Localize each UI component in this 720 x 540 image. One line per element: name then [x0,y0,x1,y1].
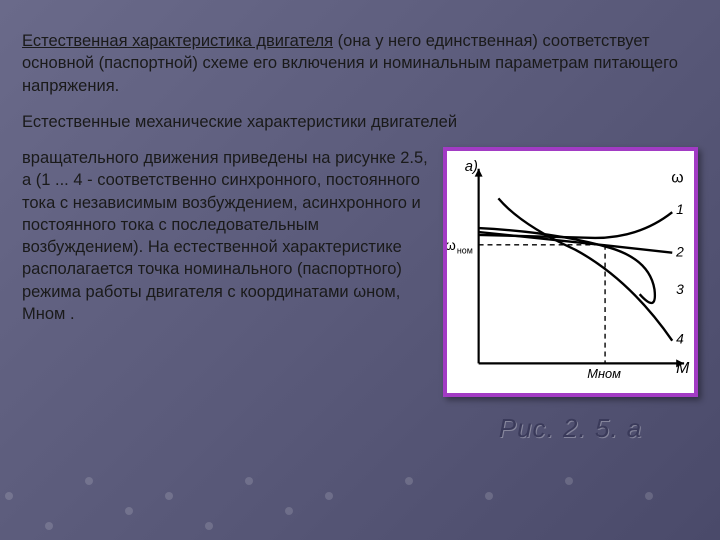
curve-1-label: 1 [676,201,684,217]
curve-2-label: 2 [675,244,684,260]
background-pattern [0,460,720,540]
term-underlined: Естественная характеристика двигателя [22,32,333,50]
y-tick-sub: ном [457,246,473,256]
figure-diagram: а) ω M ω ном Мном 1 [443,147,698,397]
curve-3-label: 3 [676,281,684,297]
x-tick-label: Мном [587,366,621,381]
y-tick-label: ω [447,237,456,253]
paragraph-1: Естественная характеристика двигателя (о… [22,30,698,97]
slide-content: Естественная характеристика двигателя (о… [0,0,720,456]
figure-caption: Рис. 2. 5. а [499,411,643,446]
curve-4-label: 4 [676,331,684,347]
figure-label-a: а) [465,159,478,175]
axis-label-omega: ω [671,170,683,187]
paragraph-2: Естественные механические характеристики… [22,111,698,133]
paragraph-3: вращательного движения приведены на рису… [22,147,433,325]
